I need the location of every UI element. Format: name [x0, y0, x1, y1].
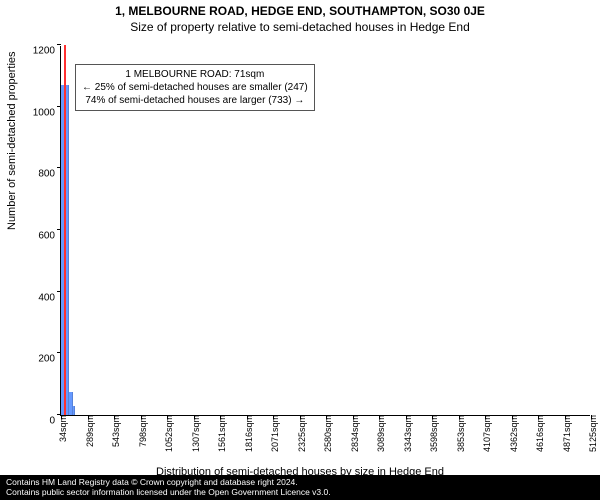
x-tick-label: 289sqm — [81, 415, 95, 447]
x-tick-label: 5125sqm — [584, 415, 598, 452]
y-tick-label: 400 — [38, 292, 61, 303]
y-tick-label: 600 — [38, 231, 61, 242]
x-tick-label: 4616sqm — [531, 415, 545, 452]
y-tick-label: 1000 — [33, 107, 61, 118]
y-axis-label: Number of semi-detached properties — [6, 51, 18, 230]
footer-text: Contains HM Land Registry data © Crown c… — [6, 477, 331, 498]
x-tick-label: 1816sqm — [240, 415, 254, 452]
x-tick-label: 1307sqm — [187, 415, 201, 452]
histogram-bar — [73, 406, 76, 415]
page-subtitle: Size of property relative to semi-detach… — [0, 18, 600, 34]
y-tick-mark — [57, 44, 61, 45]
annotation-line: 1 MELBOURNE ROAD: 71sqm — [82, 68, 308, 81]
x-tick-label: 3089sqm — [372, 415, 386, 452]
annotation-line: 74% of semi-detached houses are larger (… — [82, 94, 308, 107]
property-marker-line — [64, 45, 66, 415]
x-tick-label: 3343sqm — [399, 415, 413, 452]
x-tick-label: 4871sqm — [558, 415, 572, 452]
footer-bar: Contains HM Land Registry data © Crown c… — [0, 475, 600, 500]
x-tick-label: 2834sqm — [346, 415, 360, 452]
x-tick-label: 2071sqm — [266, 415, 280, 452]
annotation-line: ← 25% of semi-detached houses are smalle… — [82, 81, 308, 94]
x-tick-label: 2325sqm — [293, 415, 307, 452]
x-tick-label: 1052sqm — [160, 415, 174, 452]
x-tick-label: 4107sqm — [478, 415, 492, 452]
x-tick-label: 1561sqm — [213, 415, 227, 452]
footer-line-1: Contains HM Land Registry data © Crown c… — [6, 477, 331, 488]
annotation-box: 1 MELBOURNE ROAD: 71sqm← 25% of semi-det… — [75, 64, 315, 111]
x-tick-label: 2580sqm — [319, 415, 333, 452]
y-tick-label: 800 — [38, 169, 61, 180]
footer-line-2: Contains public sector information licen… — [6, 487, 331, 498]
y-tick-label: 200 — [38, 354, 61, 365]
x-tick-label: 798sqm — [134, 415, 148, 447]
y-tick-label: 1200 — [33, 46, 61, 57]
x-tick-label: 543sqm — [107, 415, 121, 447]
x-tick-label: 3853sqm — [452, 415, 466, 452]
x-tick-label: 34sqm — [54, 415, 68, 442]
x-tick-label: 4362sqm — [505, 415, 519, 452]
x-tick-label: 3598sqm — [425, 415, 439, 452]
histogram-chart: 02004006008001000120034sqm289sqm543sqm79… — [60, 46, 590, 416]
page-title: 1, MELBOURNE ROAD, HEDGE END, SOUTHAMPTO… — [0, 0, 600, 18]
